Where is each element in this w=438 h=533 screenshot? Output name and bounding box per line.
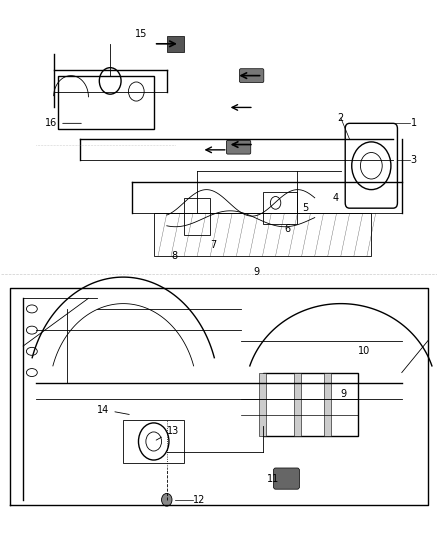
Bar xyxy=(262,373,358,436)
FancyBboxPatch shape xyxy=(240,69,264,83)
Bar xyxy=(167,36,184,52)
Text: 8: 8 xyxy=(171,251,177,261)
Text: 13: 13 xyxy=(156,426,179,440)
Text: 6: 6 xyxy=(284,224,290,235)
Text: 9: 9 xyxy=(254,267,260,277)
Text: 15: 15 xyxy=(134,28,147,38)
Text: 3: 3 xyxy=(410,156,417,165)
Text: 5: 5 xyxy=(302,203,308,213)
Bar xyxy=(294,373,301,436)
Text: 1: 1 xyxy=(410,118,417,128)
Bar xyxy=(58,76,154,128)
Text: 2: 2 xyxy=(338,113,344,123)
Text: 11: 11 xyxy=(267,474,279,483)
FancyBboxPatch shape xyxy=(273,468,300,489)
Bar xyxy=(154,214,371,256)
Text: 10: 10 xyxy=(358,346,371,357)
Text: 14: 14 xyxy=(97,405,129,415)
Circle shape xyxy=(162,494,172,506)
Bar xyxy=(324,373,331,436)
Bar xyxy=(184,198,210,235)
Bar xyxy=(123,420,184,463)
Text: 7: 7 xyxy=(210,240,216,251)
Bar xyxy=(259,373,266,436)
FancyBboxPatch shape xyxy=(226,140,251,154)
Text: 9: 9 xyxy=(341,389,347,399)
Text: 4: 4 xyxy=(332,192,338,203)
Text: 12: 12 xyxy=(193,495,205,505)
Text: 16: 16 xyxy=(45,118,81,128)
Bar xyxy=(262,192,297,224)
